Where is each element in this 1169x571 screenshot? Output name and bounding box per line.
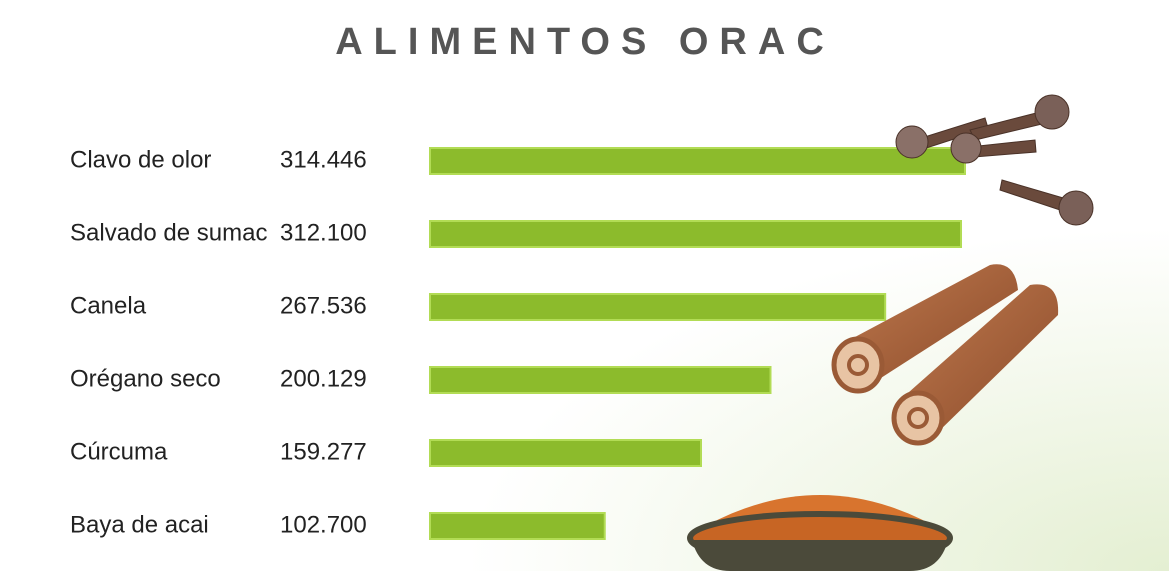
cloves [895,94,1094,226]
turmeric-bowl [687,495,953,571]
category-label: Clavo de olor [70,146,211,173]
bar [429,512,606,540]
illustrations [687,94,1094,571]
value-label: 312.100 [280,219,367,246]
category-label: Salvado de sumac [70,219,267,246]
value-label: 314.446 [280,146,367,173]
bar [429,220,963,248]
bar [429,147,966,175]
bar [429,439,702,467]
value-label: 159.277 [280,438,367,465]
cinnamon [831,264,1059,446]
bar [429,293,887,321]
category-label: Cúrcuma [70,438,168,465]
value-label: 102.700 [280,511,367,538]
chart-title: ALIMENTOS ORAC [335,21,835,63]
value-label: 267.536 [280,292,367,319]
category-label: Canela [70,292,147,319]
value-label: 200.129 [280,365,367,392]
category-label: Baya de acai [70,511,209,538]
category-label: Orégano seco [70,365,221,392]
bar [429,366,772,394]
